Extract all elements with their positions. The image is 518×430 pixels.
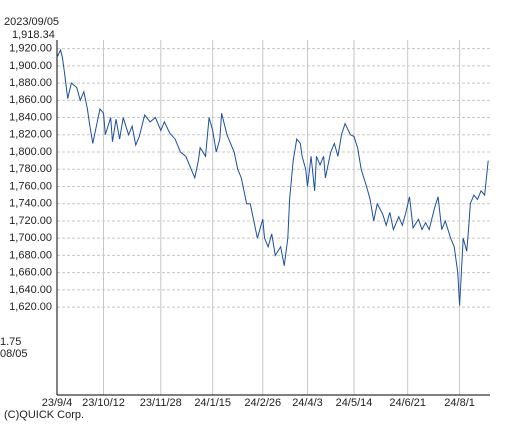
footer: (C)QUICK Corp. — [4, 409, 84, 421]
y-tick-label: 1,900.00 — [9, 60, 52, 72]
annotation: 2023/09/05 — [4, 16, 59, 28]
y-tick-label: 1,620.00 — [9, 301, 52, 313]
y-tick-label: 1,720.00 — [9, 215, 52, 227]
y-tick-label: 1,740.00 — [9, 198, 52, 210]
x-tick-label: 23/11/28 — [140, 397, 182, 409]
y-tick-label: 1,840.00 — [9, 111, 52, 123]
y-tick-label: 1,680.00 — [9, 249, 52, 261]
annotation: 2024/08/05 — [0, 348, 28, 360]
y-tick-label: 1,880.00 — [9, 77, 52, 89]
x-tick-label: 23/9/4 — [42, 397, 73, 409]
line-series — [56, 48, 489, 306]
y-tick-label: 1,800.00 — [9, 146, 52, 158]
y-tick-label: 1,920.00 — [9, 43, 52, 55]
x-tick-label: 24/5/14 — [336, 397, 373, 409]
annotation: 1,621.75 — [0, 336, 21, 348]
y-tick-label: 1,700.00 — [9, 232, 52, 244]
y-tick-label: 1,820.00 — [9, 129, 52, 141]
y-tick-label: 1,640.00 — [9, 284, 52, 296]
x-tick-label: 24/6/21 — [389, 397, 426, 409]
y-tick-label: 1,780.00 — [9, 163, 52, 175]
x-tick-label: 24/4/3 — [292, 397, 323, 409]
annotation: 1,918.34 — [12, 29, 55, 41]
y-tick-label: 1,760.00 — [9, 180, 52, 192]
x-tick-label: 23/10/12 — [82, 397, 125, 409]
y-tick-label: 1,660.00 — [9, 267, 52, 279]
x-tick-label: 24/2/26 — [244, 397, 281, 409]
y-tick-label: 1,860.00 — [9, 94, 52, 106]
x-tick-label: 24/1/15 — [194, 397, 231, 409]
x-tick-label: 24/8/1 — [444, 397, 475, 409]
